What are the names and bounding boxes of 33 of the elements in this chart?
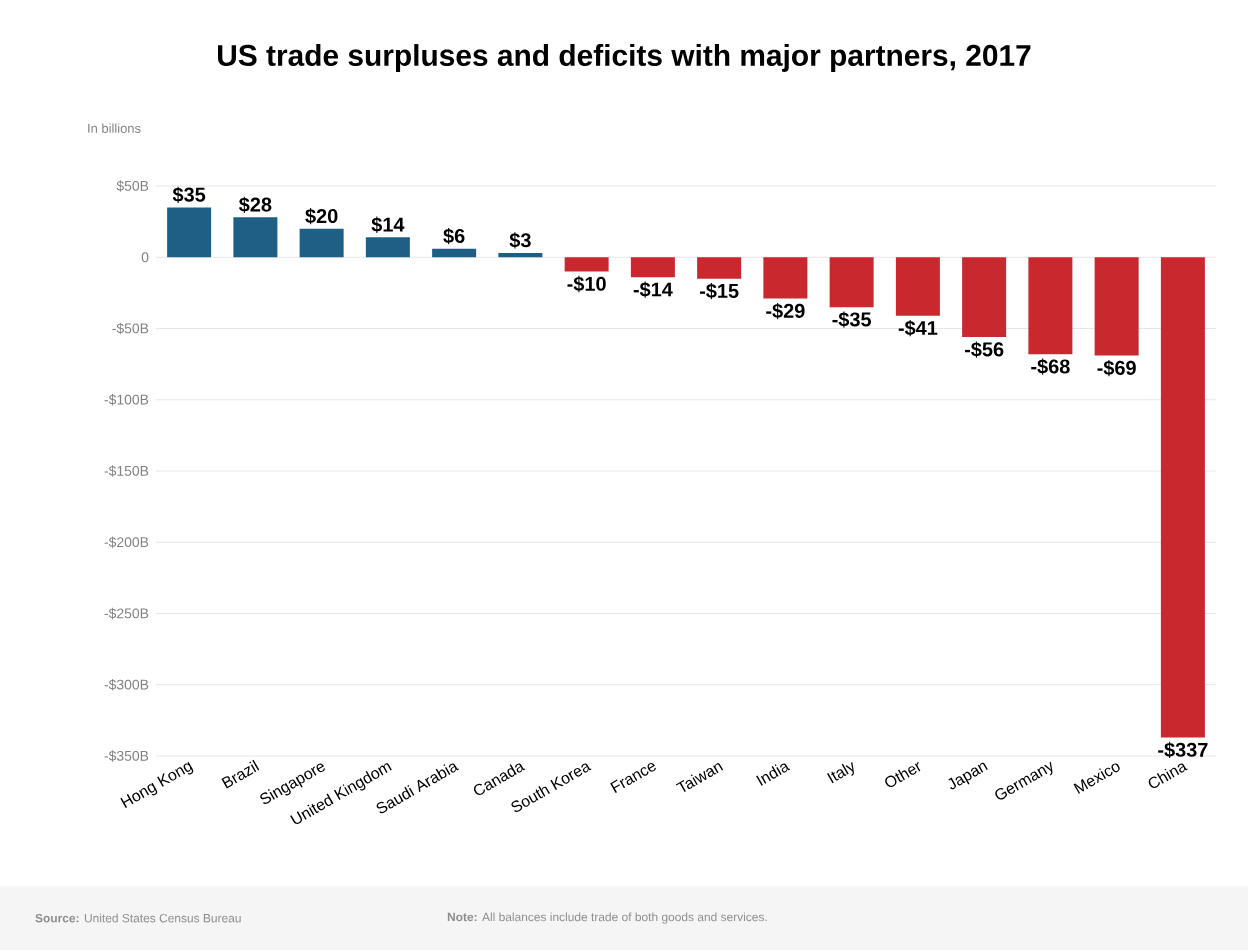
data-label: -$69 (1097, 359, 1136, 377)
bar (1028, 257, 1073, 355)
bar (829, 257, 874, 308)
data-label: -$337 (1158, 741, 1208, 759)
bar (299, 228, 344, 258)
data-label: -$68 (1031, 358, 1070, 375)
bar (167, 207, 212, 258)
data-label: -$15 (699, 282, 739, 300)
bar (498, 252, 543, 258)
bar (1094, 257, 1139, 356)
bar (962, 257, 1007, 338)
chart-title: US trade surpluses and deficits with major partners, 2017 (218, 44, 1031, 72)
bar (763, 257, 808, 299)
data-label: -$56 (964, 341, 1004, 358)
bar (233, 217, 278, 258)
bar (895, 257, 940, 316)
data-label: -$35 (832, 311, 872, 328)
data-label: -$10 (567, 275, 606, 293)
data-label: $14 (371, 216, 405, 233)
data-label: -$14 (633, 281, 673, 298)
data-label: $6 (443, 228, 465, 245)
bar (432, 248, 477, 258)
data-label: -$41 (898, 320, 938, 337)
bar (564, 257, 609, 272)
data-label: $3 (509, 232, 531, 249)
bar (630, 257, 675, 278)
bar (697, 257, 742, 279)
data-label: $20 (305, 208, 338, 225)
bar (1160, 257, 1205, 738)
data-label: -$29 (766, 302, 805, 320)
data-label: $28 (239, 196, 272, 213)
data-label: $35 (172, 186, 206, 203)
bar (365, 237, 410, 258)
